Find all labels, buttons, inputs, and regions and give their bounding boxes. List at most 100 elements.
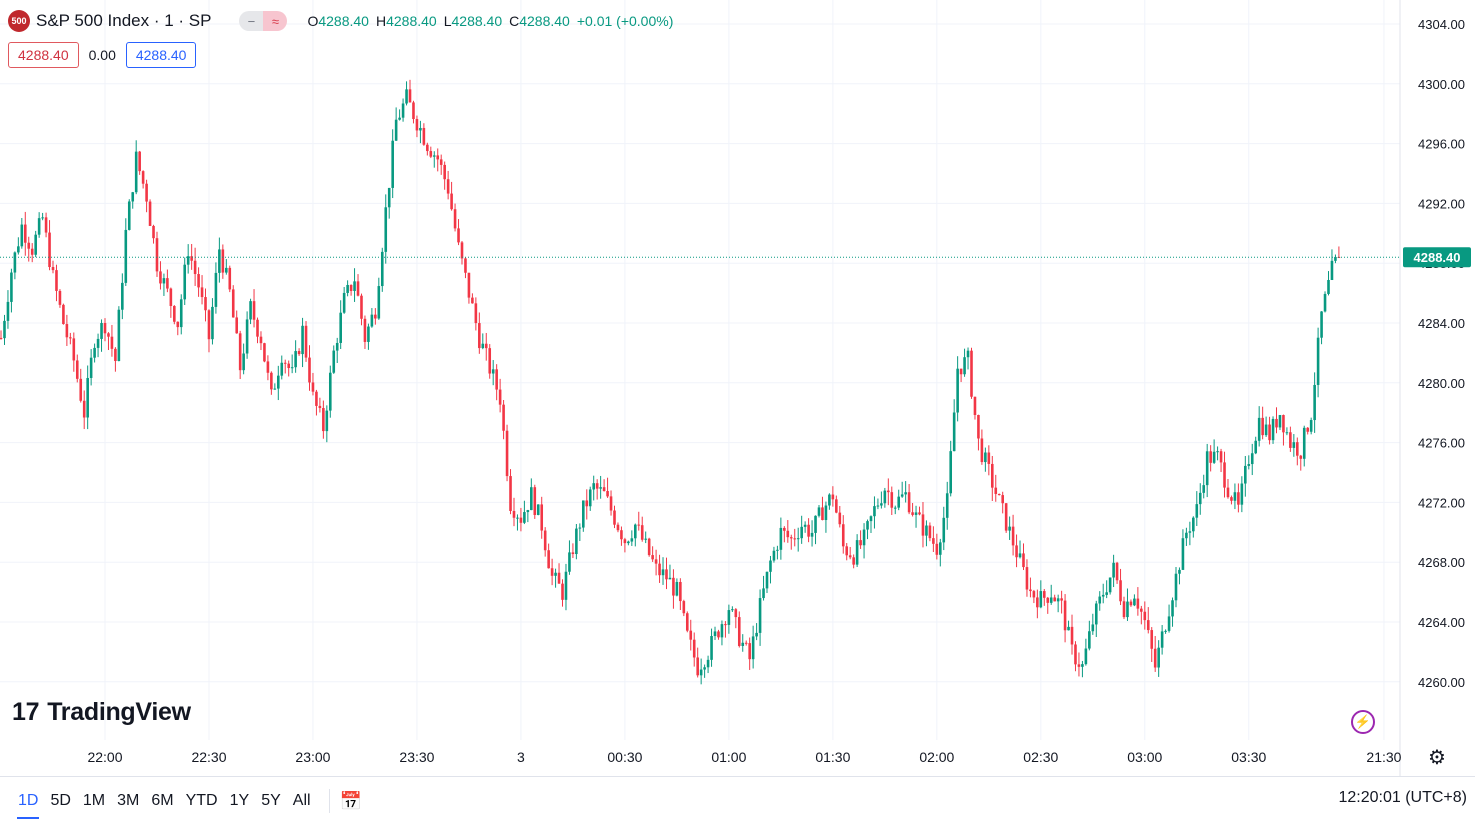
range-1y-button[interactable]: 1Y: [229, 792, 250, 809]
range-ytd-button[interactable]: YTD: [185, 792, 218, 809]
candle: [134, 140, 138, 195]
candle: [824, 501, 828, 533]
candle: [568, 540, 571, 575]
candle-body: [623, 539, 627, 544]
bottom-toolbar: 1D 5D 1M 3M 6M YTD 1Y 5Y All 📅 12:20:01 …: [0, 776, 1475, 823]
candle-body: [1323, 293, 1327, 312]
range-1d-button[interactable]: 1D: [12, 792, 44, 819]
candle: [426, 142, 429, 156]
candle-body: [127, 201, 131, 230]
candle: [346, 280, 349, 297]
candle-body: [869, 516, 873, 522]
candle: [1008, 516, 1011, 540]
candle: [828, 493, 831, 510]
candle-body: [1264, 424, 1268, 436]
settings-gear-icon[interactable]: ⚙: [1428, 747, 1446, 769]
candle: [585, 489, 589, 520]
candle: [945, 481, 949, 530]
candle-body: [110, 336, 114, 349]
candle-body: [231, 289, 235, 318]
candle-body: [692, 639, 696, 658]
candle-body: [984, 452, 987, 463]
candle-body: [689, 630, 693, 640]
candle: [152, 224, 155, 244]
candle-body: [744, 642, 748, 644]
candle: [1053, 594, 1056, 602]
goto-date-calendar-icon[interactable]: 📅: [339, 790, 362, 811]
candle-body: [453, 209, 457, 229]
candle: [294, 340, 297, 373]
candle-body: [1167, 616, 1171, 631]
candle: [571, 543, 575, 559]
symbol-title[interactable]: S&P 500 Index · 1 · SP: [36, 11, 212, 30]
candle-body: [1143, 611, 1147, 621]
candle-body: [523, 512, 526, 523]
candle-body: [1042, 591, 1046, 598]
candle-body: [880, 503, 883, 506]
candle: [866, 519, 869, 540]
candle: [713, 626, 717, 640]
candle-body: [117, 309, 121, 362]
candle: [72, 332, 76, 372]
candle-body: [637, 524, 641, 526]
candle-body: [890, 492, 894, 508]
chart-canvas[interactable]: 4304.004300.004296.004292.004288.004284.…: [0, 0, 1475, 776]
candle: [173, 305, 176, 325]
candle-body: [852, 557, 855, 565]
range-5d-button[interactable]: 5D: [50, 792, 71, 809]
sell-button[interactable]: 4288.40: [8, 42, 79, 68]
candle-body: [228, 267, 232, 290]
candle-body: [166, 278, 169, 289]
candle-body: [942, 517, 946, 543]
candle-body: [1316, 337, 1320, 385]
candle: [155, 231, 159, 277]
candle: [419, 120, 422, 144]
candle-body: [540, 504, 544, 531]
candle: [1309, 417, 1313, 435]
candle: [460, 240, 464, 265]
candle: [141, 170, 145, 189]
candle-body: [263, 343, 266, 362]
candle: [949, 440, 953, 497]
candle-body: [505, 430, 509, 477]
candle: [1094, 600, 1098, 638]
tradingview-logo[interactable]: 17 TradingView: [12, 698, 191, 727]
candle: [360, 293, 363, 326]
buy-button[interactable]: 4288.40: [125, 42, 197, 68]
range-1m-button[interactable]: 1M: [82, 792, 106, 809]
candle-body: [30, 248, 34, 255]
range-3m-button[interactable]: 3M: [117, 792, 140, 809]
range-all-button[interactable]: All: [292, 792, 311, 809]
candle: [543, 527, 547, 557]
candle-body: [346, 284, 349, 293]
lightning-icon[interactable]: ⚡: [1351, 710, 1375, 734]
candle-body: [218, 249, 221, 273]
candle: [179, 294, 183, 335]
candle-body: [935, 543, 939, 555]
timezone-clock[interactable]: 12:20:01 (UTC+8): [1338, 789, 1467, 806]
candle: [1081, 660, 1084, 678]
last-price-badge: [1403, 247, 1471, 268]
grid-layer: [0, 0, 1400, 740]
range-6m-button[interactable]: 6M: [151, 792, 174, 809]
candle-body: [176, 321, 180, 328]
compare-icon[interactable]: ≈: [263, 11, 288, 31]
time-tick-label: 03:30: [1231, 749, 1266, 765]
candle: [970, 347, 973, 399]
candle: [23, 211, 27, 256]
candle: [505, 424, 509, 482]
low-value: 4288.40: [451, 13, 503, 29]
range-5y-button[interactable]: 5Y: [261, 792, 281, 809]
price-tick-label: 4284.00: [1418, 316, 1465, 331]
candle: [1070, 614, 1074, 655]
candle: [245, 311, 249, 359]
candle-body: [138, 151, 141, 172]
hide-legend-icon[interactable]: −: [239, 11, 264, 31]
candle-body: [765, 571, 769, 589]
candle: [131, 191, 135, 209]
symbol-logo-icon[interactable]: 500: [8, 10, 30, 32]
candle-body: [679, 581, 682, 602]
candle-body: [1108, 577, 1112, 593]
candle: [1223, 451, 1226, 498]
candle-body: [380, 251, 384, 287]
